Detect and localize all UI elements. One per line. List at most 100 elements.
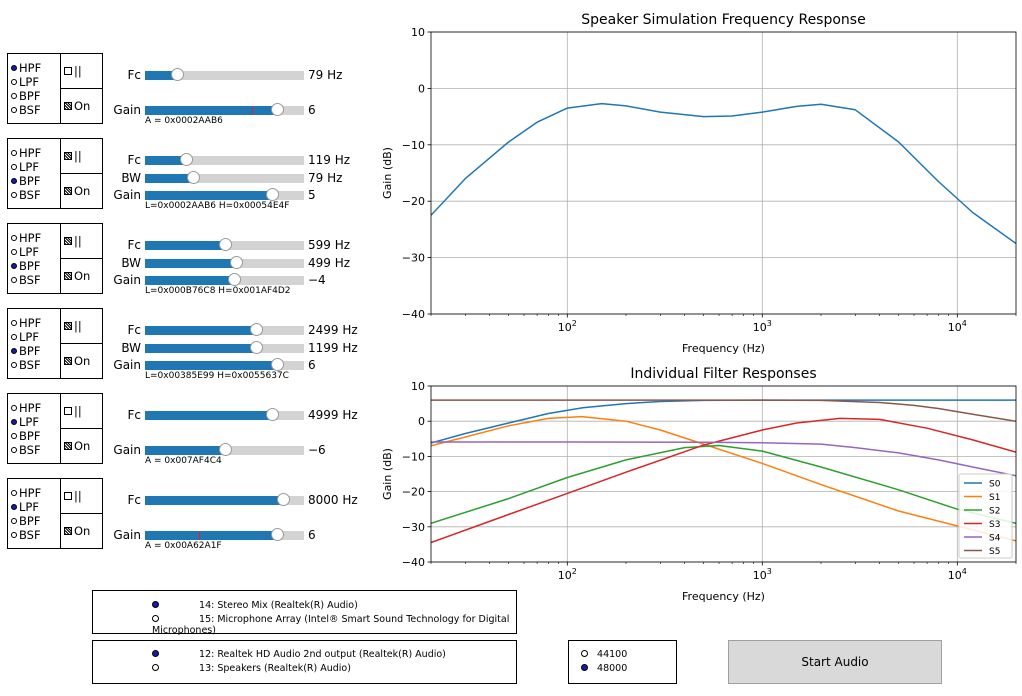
bypass-toggle[interactable]: || [60, 478, 103, 514]
slider-handle[interactable] [250, 341, 264, 354]
radio-icon[interactable] [11, 503, 17, 510]
fc-slider[interactable] [145, 323, 304, 336]
checkbox-icon[interactable] [64, 101, 72, 110]
bypass-toggle[interactable]: || [60, 223, 103, 259]
filter-type-option[interactable]: BSF [11, 443, 41, 457]
radio-icon[interactable] [152, 601, 159, 608]
slider-handle[interactable] [270, 358, 284, 371]
gain-slider[interactable] [145, 528, 304, 541]
radio-icon[interactable] [11, 276, 17, 283]
radio-icon[interactable] [11, 163, 17, 170]
radio-icon[interactable] [11, 234, 17, 241]
filter-type-option[interactable]: BPF [11, 344, 40, 358]
slider-handle[interactable] [270, 103, 284, 116]
slider-handle[interactable] [228, 273, 242, 286]
slider-handle[interactable] [277, 493, 291, 506]
enable-toggle[interactable]: On [60, 88, 103, 124]
slider-handle[interactable] [266, 188, 280, 201]
radio-icon[interactable] [11, 404, 17, 411]
input-device-option[interactable]: 14: Stereo Mix (Realtek(R) Audio) [152, 600, 358, 611]
radio-icon[interactable] [11, 78, 17, 85]
filter-type-option[interactable]: LPF [11, 415, 39, 429]
gain-slider[interactable] [145, 443, 304, 456]
filter-type-option[interactable]: BPF [11, 429, 40, 443]
radio-icon[interactable] [11, 347, 17, 354]
radio-icon[interactable] [581, 664, 588, 671]
fc-slider[interactable] [145, 153, 304, 166]
checkbox-icon[interactable] [64, 526, 72, 535]
filter-type-option[interactable]: LPF [11, 500, 39, 514]
checkbox-icon[interactable] [64, 406, 72, 415]
enable-toggle[interactable]: On [60, 343, 103, 379]
filter-type-option[interactable]: BPF [11, 89, 40, 103]
bypass-toggle[interactable]: || [60, 308, 103, 344]
slider-handle[interactable] [186, 171, 200, 184]
filter-type-option[interactable]: BSF [11, 358, 41, 372]
output-device-option[interactable]: 12: Realtek HD Audio 2nd output (Realtek… [152, 649, 446, 660]
checkbox-icon[interactable] [64, 236, 72, 245]
slider-handle[interactable] [270, 528, 284, 541]
filter-type-option[interactable]: HPF [11, 486, 41, 500]
radio-icon[interactable] [11, 92, 17, 99]
radio-icon[interactable] [11, 64, 17, 71]
output-device-option[interactable]: 13: Speakers (Realtek(R) Audio) [152, 663, 351, 674]
radio-icon[interactable] [11, 418, 17, 425]
bw-slider[interactable] [145, 256, 304, 269]
enable-toggle[interactable]: On [60, 258, 103, 294]
radio-icon[interactable] [11, 177, 17, 184]
filter-type-option[interactable]: LPF [11, 75, 39, 89]
slider-handle[interactable] [180, 153, 194, 166]
radio-icon[interactable] [11, 191, 17, 198]
filter-type-option[interactable]: BPF [11, 514, 40, 528]
filter-type-option[interactable]: LPF [11, 160, 39, 174]
filter-type-option[interactable]: HPF [11, 231, 41, 245]
radio-icon[interactable] [11, 489, 17, 496]
radio-icon[interactable] [11, 432, 17, 439]
radio-icon[interactable] [11, 333, 17, 340]
fc-slider[interactable] [145, 238, 304, 251]
checkbox-icon[interactable] [64, 321, 72, 330]
enable-toggle[interactable]: On [60, 173, 103, 209]
checkbox-icon[interactable] [64, 271, 72, 280]
bypass-toggle[interactable]: || [60, 138, 103, 174]
filter-type-option[interactable]: BSF [11, 273, 41, 287]
checkbox-icon[interactable] [64, 356, 72, 365]
radio-icon[interactable] [11, 361, 17, 368]
radio-icon[interactable] [152, 650, 159, 657]
filter-type-option[interactable]: HPF [11, 401, 41, 415]
bypass-toggle[interactable]: || [60, 53, 103, 89]
radio-icon[interactable] [11, 319, 17, 326]
radio-icon[interactable] [581, 650, 588, 657]
radio-icon[interactable] [11, 149, 17, 156]
bw-slider[interactable] [145, 171, 304, 184]
radio-icon[interactable] [11, 262, 17, 269]
start-audio-button[interactable]: Start Audio [728, 640, 942, 684]
checkbox-icon[interactable] [64, 186, 72, 195]
filter-type-option[interactable]: LPF [11, 330, 39, 344]
filter-type-option[interactable]: HPF [11, 146, 41, 160]
fc-slider[interactable] [145, 493, 304, 506]
sample-rate-option[interactable]: 48000 [581, 663, 627, 674]
sample-rate-option[interactable]: 44100 [581, 649, 627, 660]
radio-icon[interactable] [152, 664, 159, 671]
filter-type-option[interactable]: BSF [11, 188, 41, 202]
checkbox-icon[interactable] [64, 491, 72, 500]
bypass-toggle[interactable]: || [60, 393, 103, 429]
radio-icon[interactable] [11, 248, 17, 255]
gain-slider[interactable] [145, 273, 304, 286]
checkbox-icon[interactable] [64, 151, 72, 160]
radio-icon[interactable] [152, 615, 159, 622]
gain-slider[interactable] [145, 358, 304, 371]
slider-handle[interactable] [170, 68, 184, 81]
radio-icon[interactable] [11, 531, 17, 538]
filter-type-option[interactable]: BSF [11, 528, 41, 542]
filter-type-option[interactable]: BPF [11, 259, 40, 273]
gain-slider[interactable] [145, 188, 304, 201]
bw-slider[interactable] [145, 341, 304, 354]
radio-icon[interactable] [11, 446, 17, 453]
filter-type-option[interactable]: LPF [11, 245, 39, 259]
filter-type-option[interactable]: BSF [11, 103, 41, 117]
filter-type-option[interactable]: HPF [11, 61, 41, 75]
fc-slider[interactable] [145, 408, 304, 421]
slider-handle[interactable] [218, 443, 232, 456]
